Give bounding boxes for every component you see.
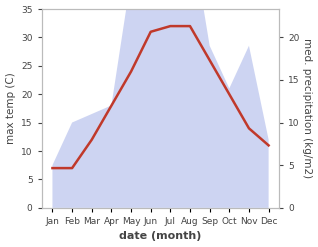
- Y-axis label: max temp (C): max temp (C): [5, 73, 16, 144]
- X-axis label: date (month): date (month): [119, 231, 202, 242]
- Y-axis label: med. precipitation (kg/m2): med. precipitation (kg/m2): [302, 38, 313, 179]
